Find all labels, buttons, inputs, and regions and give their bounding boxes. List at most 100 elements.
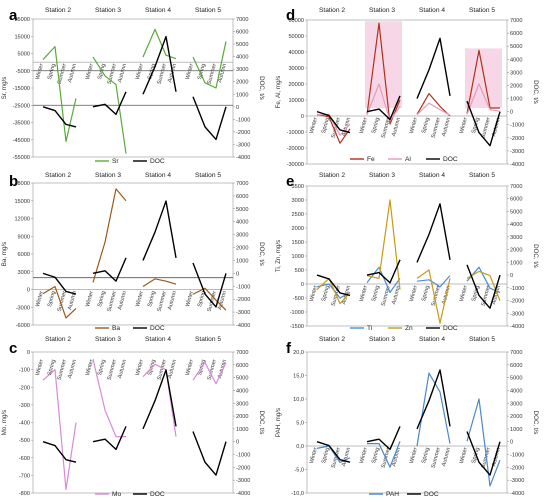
y2-tick-label: -1000 [236,453,250,459]
series-line-fe [366,22,401,125]
y2-tick-label: -3000 [236,142,250,148]
panel-c: c Station 2 Station 3 Station 4 Station 5 -80… [1,336,265,498]
y-tick-label: 0 [301,282,304,288]
y2-tick-label: 3000 [236,233,248,239]
season-label: Spring [471,285,481,302]
series-line-ba [42,285,77,319]
series-line-al [416,102,451,116]
station-label: Station 3 [95,336,121,343]
y-tick-label: -15000 [13,86,30,92]
panel-letter: d [286,7,295,24]
season-label: Winter [135,359,145,376]
y-tick-label: 1000 [292,254,304,260]
season-label: Summer [57,359,68,381]
y2-tick-label: -1000 [510,453,524,459]
panel-letter: a [9,7,18,24]
y2-tick-label: 5000 [236,42,248,48]
y2-tick-label: -4000 [510,491,524,497]
y-tick-label: 18000 [14,181,30,187]
y2-tick-label: 5000 [510,209,522,215]
legend-label: DOC [443,156,458,163]
season-label: Spring [97,290,107,307]
series-line-sr [92,56,127,154]
y2-tick-label: 2000 [236,246,248,252]
y2-tick-label: -4000 [236,155,250,161]
series-line-doc [366,426,401,451]
series-line-doc [192,96,227,141]
station-label: Station 3 [95,7,121,14]
season-label: Autumn [441,117,452,137]
season-label: Spring [197,290,207,307]
season-label: Summer [381,117,392,139]
y-tick-label: 3000 [292,198,304,204]
y2-tick-label: 1000 [236,92,248,98]
series-line-doc [416,369,451,430]
season-label: Spring [47,359,57,376]
y2-tick-label: 1000 [510,260,522,266]
y-tick-label: 25000 [14,17,30,23]
y-axis-title: Mo, mg/s [1,410,8,435]
season-label: Summer [481,117,492,139]
y-tick-label: 15000 [14,34,30,40]
season-label: Autumn [167,290,178,310]
y2-tick-label: 2000 [510,248,522,254]
y2-tick-label: 6000 [510,363,522,369]
panel-letter: c [9,340,17,357]
y2-tick-label: -4000 [510,324,524,330]
legend-label: Ti [367,325,373,332]
season-label: Spring [47,63,57,80]
panel-d: d Station 2 Station 3 Station 4 Station 5 -30… [275,7,539,168]
y2-axis-title: DOC, t/s [258,76,265,100]
y-tick-label: -3000 [16,305,30,311]
series-line-fe [416,92,451,117]
y-axis-title: Ba, mg/s [1,242,8,266]
series-line-ti [366,266,401,293]
y2-tick-label: -3000 [510,478,524,484]
y2-tick-label: -4000 [236,491,250,497]
y2-tick-label: -2000 [236,297,250,303]
legend-label: Sr [112,158,119,165]
season-label: Summer [157,290,168,312]
y2-tick-label: 4000 [236,220,248,226]
season-label: Winter [35,359,45,376]
series-line-doc [466,431,501,476]
season-label: Summer [431,117,442,139]
season-label: Autumn [391,447,402,467]
y2-tick-label: 2000 [510,414,522,420]
y-tick-label: 0 [27,288,30,294]
season-label: Winter [35,290,45,307]
y2-tick-label: 2000 [236,80,248,86]
y2-tick-label: 7000 [236,17,248,23]
season-label: Autumn [341,447,352,467]
y-tick-label: 5,0 [296,421,304,427]
y2-tick-label: 3000 [510,235,522,241]
season-label: Winter [309,117,319,134]
y-tick-label: 9000 [18,234,30,240]
plot-frame [306,19,508,165]
y-tick-label: -500 [19,438,30,444]
panel-a: a Station 2 Station 3 Station 4 Station 5 -55… [1,7,265,165]
season-label: Winter [309,285,319,302]
station-label: Station 4 [419,172,445,179]
station-label: Station 2 [45,7,71,14]
y2-tick-label: 1000 [236,258,248,264]
y-tick-label: -30000 [287,162,304,168]
season-label: Autumn [217,290,228,310]
y2-tick-label: 4000 [236,388,248,394]
panel-letter: b [9,173,18,190]
station-label: Station 2 [45,336,71,343]
season-label: Summer [481,285,492,307]
legend-label: DOC [424,491,439,498]
y-tick-label: 20000 [288,82,304,88]
y2-tick-label: 5000 [510,44,522,50]
station-label: Station 3 [369,172,395,179]
y2-tick-label: -3000 [236,310,250,316]
y-tick-label: 20,0 [293,350,304,356]
y2-tick-label: 3000 [236,67,248,73]
y-tick-label: 15,0 [293,374,304,380]
y-axis-title: Ti, Zn, mg/s [275,240,282,272]
season-label: Summer [107,290,118,312]
season-label: Winter [185,290,195,307]
panel-f: f Station 2 Station 3 Station 4 Station 5 -10… [275,336,539,498]
y2-tick-label: 2000 [236,414,248,420]
